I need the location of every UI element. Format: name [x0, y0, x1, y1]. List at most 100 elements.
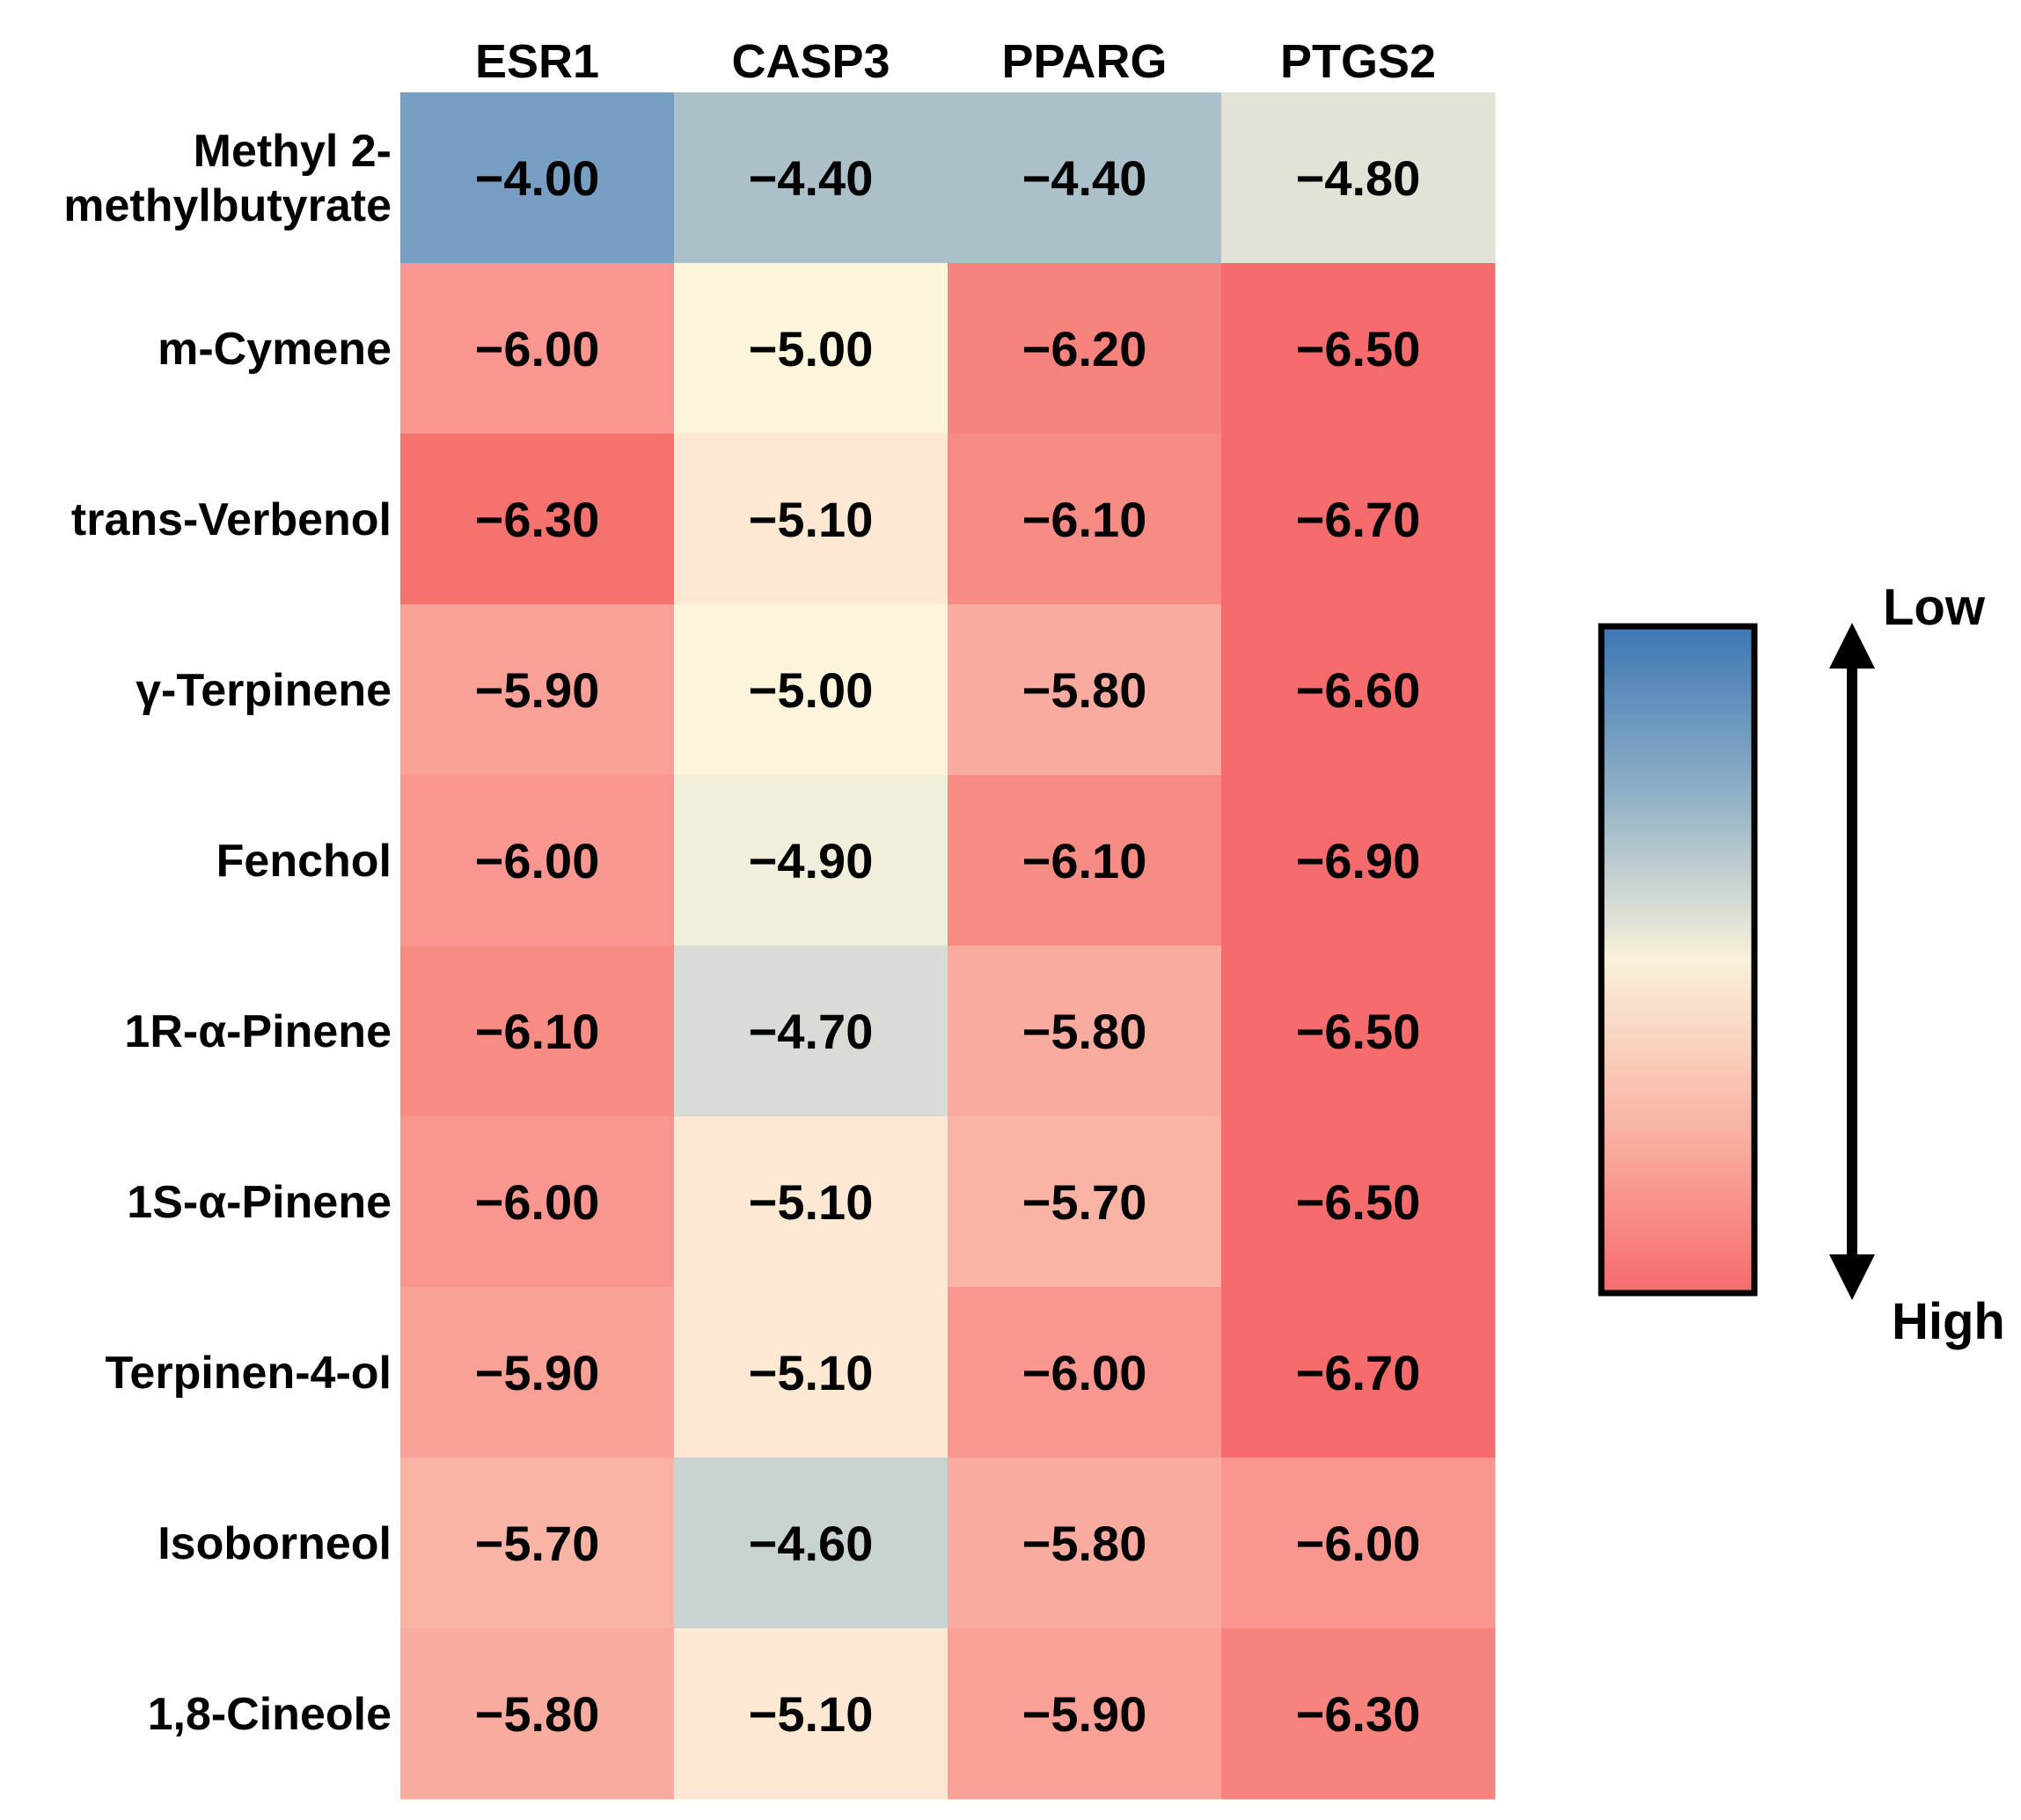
cell-value-label: −5.00 — [749, 321, 874, 376]
cell-value-label: −4.00 — [475, 150, 600, 206]
heatmap-cell — [1221, 1458, 1496, 1629]
heatmap-cell — [674, 1287, 948, 1458]
cell-value-label: −5.90 — [475, 1345, 600, 1400]
cell-value-label: −4.40 — [1022, 150, 1147, 206]
legend-arrow-up-icon — [1829, 623, 1875, 669]
cell-value-label: −6.00 — [1296, 1516, 1421, 1571]
cell-value-label: −4.80 — [1296, 150, 1421, 206]
row-label: m-Cymene — [157, 324, 392, 375]
heatmap-cell — [1221, 1287, 1496, 1458]
heatmap-cell — [674, 1116, 948, 1288]
cell-value-label: −6.00 — [475, 1174, 600, 1230]
cell-value-label: −5.10 — [749, 492, 874, 547]
row-label: Isoborneol — [157, 1518, 392, 1569]
heatmap-cell — [400, 775, 675, 947]
heatmap-cell — [1221, 1116, 1496, 1288]
cell-value-label: −5.80 — [475, 1686, 600, 1742]
row-labels: Methyl 2-methylbutyrate m-Cymene trans-Ver… — [63, 126, 392, 1740]
row-label: Fenchol — [216, 836, 392, 887]
cell-value-label: −5.90 — [475, 662, 600, 718]
heatmap-value-labels: −4.00 −4.40 −4.40 −4.80 −6.00 −5.00 −6.20 −6.50… — [475, 150, 1421, 1742]
row-label: 1,8-Cineole — [148, 1689, 392, 1740]
heatmap-cell — [674, 1458, 948, 1629]
heatmap-cell — [400, 946, 675, 1117]
row-label: 1R-α-Pinene — [124, 1006, 392, 1057]
cell-value-label: −5.70 — [1022, 1174, 1147, 1230]
row-label: 1S-α-Pinene — [127, 1177, 392, 1228]
row-label: γ-Terpinene — [135, 665, 392, 716]
heatmap-cell — [674, 1628, 948, 1800]
heatmap-cell — [674, 92, 948, 264]
heatmap-cell — [400, 1287, 675, 1458]
heatmap-cells — [400, 92, 1496, 1800]
heatmap-cell — [1221, 434, 1496, 605]
heatmap-cell — [400, 1628, 675, 1800]
column-labels: ESR1 CASP3 PPARG PTGS2 — [475, 35, 1436, 88]
heatmap-cell — [400, 1116, 675, 1288]
heatmap-cell — [400, 604, 675, 776]
heatmap-cell — [1221, 604, 1496, 776]
cell-value-label: −6.00 — [475, 321, 600, 376]
cell-value-label: −5.80 — [1022, 1004, 1147, 1059]
cell-value-label: −4.40 — [749, 150, 874, 206]
cell-value-label: −4.70 — [749, 1004, 874, 1059]
column-label-ptgs2: PTGS2 — [1280, 35, 1436, 88]
cell-value-label: −6.00 — [475, 833, 600, 888]
heatmap-cell — [1221, 775, 1496, 947]
heatmap-cell — [948, 946, 1222, 1117]
heatmap-cell — [1221, 92, 1496, 264]
heatmap-cell — [948, 1116, 1222, 1288]
heatmap-cell — [948, 263, 1222, 435]
heatmap-cell — [948, 92, 1222, 264]
cell-value-label: −6.50 — [1296, 321, 1421, 376]
column-label-pparg: PPARG — [1001, 35, 1167, 88]
color-legend: Low High — [1598, 579, 2005, 1350]
cell-value-label: −6.70 — [1296, 1345, 1421, 1400]
heatmap-cell — [948, 1458, 1222, 1629]
legend-color-bar — [1598, 623, 1758, 1297]
cell-value-label: −5.10 — [749, 1174, 874, 1230]
heatmap-cell — [948, 1287, 1222, 1458]
heatmap-cell — [400, 92, 675, 264]
heatmap-cell — [400, 434, 675, 605]
legend-arrow-down-icon — [1829, 1254, 1875, 1300]
cell-value-label: −5.00 — [749, 662, 874, 718]
column-label-casp3: CASP3 — [731, 35, 890, 88]
cell-value-label: −4.90 — [749, 833, 874, 888]
cell-value-label: −6.10 — [1022, 492, 1147, 547]
cell-value-label: −6.10 — [1022, 833, 1147, 888]
cell-value-label: −5.80 — [1022, 1516, 1147, 1571]
heatmap-cell — [674, 604, 948, 776]
heatmap-cell — [674, 263, 948, 435]
legend-low-label: Low — [1883, 579, 1986, 636]
cell-value-label: −6.90 — [1296, 833, 1421, 888]
row-label: methylbutyrate — [63, 180, 392, 231]
cell-value-label: −6.70 — [1296, 492, 1421, 547]
cell-value-label: −6.30 — [1296, 1686, 1421, 1742]
heatmap-cell — [948, 1628, 1222, 1800]
cell-value-label: −6.60 — [1296, 662, 1421, 718]
heatmap-cell — [948, 604, 1222, 776]
heatmap-cell — [948, 775, 1222, 947]
heatmap-cell — [400, 263, 675, 435]
heatmap-cell — [674, 434, 948, 605]
heatmap-cell — [1221, 263, 1496, 435]
cell-value-label: −4.60 — [749, 1516, 874, 1571]
column-label-esr1: ESR1 — [475, 35, 599, 88]
cell-value-label: −5.90 — [1022, 1686, 1147, 1742]
cell-value-label: −6.10 — [475, 1004, 600, 1059]
row-label: Methyl 2- — [194, 126, 392, 177]
heatmap-cell — [1221, 1628, 1496, 1800]
cell-value-label: −6.50 — [1296, 1004, 1421, 1059]
cell-value-label: −6.00 — [1022, 1345, 1147, 1400]
legend-high-label: High — [1892, 1293, 2005, 1350]
heatmap-cell — [948, 434, 1222, 605]
heatmap-cell — [1221, 946, 1496, 1117]
cell-value-label: −5.10 — [749, 1345, 874, 1400]
heatmap-cell — [674, 946, 948, 1117]
cell-value-label: −5.80 — [1022, 662, 1147, 718]
cell-value-label: −6.50 — [1296, 1174, 1421, 1230]
row-label: Terpinen-4-ol — [106, 1348, 392, 1399]
cell-value-label: −5.70 — [475, 1516, 600, 1571]
